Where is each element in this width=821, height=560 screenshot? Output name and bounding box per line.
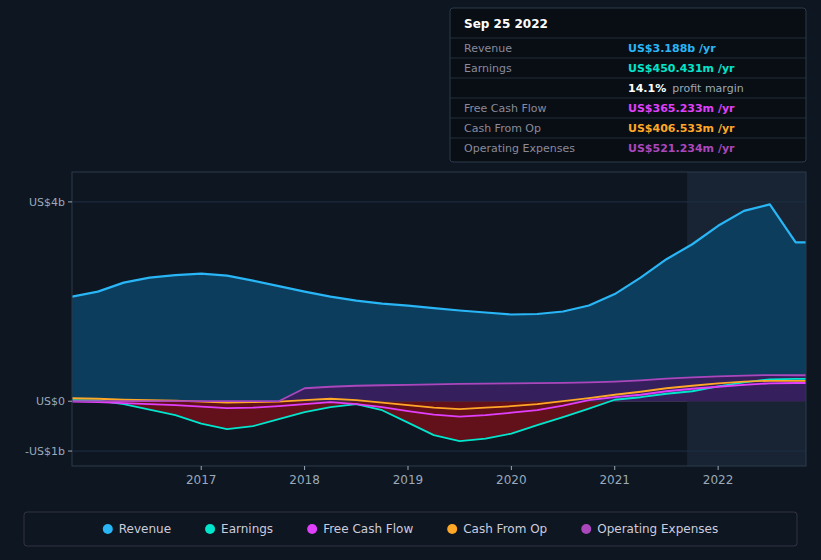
tooltip-divider: [450, 138, 806, 139]
legend-item: Cash From Op: [447, 522, 547, 536]
legend-marker: [103, 524, 113, 534]
legend-marker: [447, 524, 457, 534]
y-tick-label: US$0: [36, 395, 65, 408]
grid-line: [72, 451, 806, 452]
tooltip-value: 14.1%: [628, 82, 666, 95]
series-line: [72, 379, 806, 441]
legend-item: Revenue: [103, 522, 171, 536]
chart: US$4b US$0 -US$1b 2017 2018 2019 2020 2021 2022 S…: [0, 0, 821, 560]
legend-label: Cash From Op: [463, 522, 547, 536]
grid-line: [72, 201, 806, 202]
x-tick-label: 2019: [393, 473, 424, 487]
legend-label: Operating Expenses: [597, 522, 718, 536]
y-tick: [68, 201, 72, 202]
tooltip-label: Revenue: [464, 42, 512, 55]
x-tick: [718, 466, 719, 470]
tooltip-label: Cash From Op: [464, 122, 541, 135]
tooltip-divider: [450, 58, 806, 59]
x-tick-label: 2021: [599, 473, 630, 487]
x-tick: [201, 466, 202, 470]
plot-area: [72, 172, 806, 466]
tooltip-divider: [450, 118, 806, 119]
y-tick-label: US$4b: [29, 196, 65, 209]
plot-frame: [72, 172, 806, 466]
legend-item: Operating Expenses: [581, 522, 718, 536]
legend-marker: [307, 524, 317, 534]
x-tick-label: 2020: [496, 473, 527, 487]
tooltip-value: US$406.533m /yr: [628, 122, 735, 135]
area-fill: [72, 204, 806, 401]
legend-marker: [205, 524, 215, 534]
tooltip-title: Sep 25 2022: [464, 17, 548, 31]
legend-box: [24, 512, 797, 546]
x-tick-label: 2017: [186, 473, 217, 487]
tooltip-divider: [450, 78, 806, 79]
tooltip-box: [450, 8, 806, 162]
x-tick-label: 2022: [703, 473, 734, 487]
series-line: [72, 383, 806, 417]
legend-label: Earnings: [221, 522, 273, 536]
y-tick-label: -US$1b: [25, 445, 65, 458]
grid-line: [687, 451, 806, 452]
tooltip-divider: [450, 38, 806, 39]
tooltip-value: US$450.431m /yr: [628, 62, 735, 75]
tooltip-value: US$365.233m /yr: [628, 102, 735, 115]
grid-line: [687, 201, 806, 202]
series-line: [72, 375, 806, 401]
y-tick: [68, 401, 72, 402]
legend-marker: [581, 524, 591, 534]
series-line: [72, 204, 806, 314]
y-tick: [68, 451, 72, 452]
legend: Revenue Earnings Free Cash Flow Cash From O…: [24, 512, 797, 546]
tooltip-divider: [450, 98, 806, 99]
tooltip: Sep 25 2022 Revenue US$3.188b /yr Earnings U…: [450, 8, 806, 162]
x-tick: [304, 466, 305, 470]
tooltip-suffix: profit margin: [672, 82, 744, 95]
tooltip-label: Free Cash Flow: [464, 102, 547, 115]
negative-fill: [72, 401, 806, 441]
x-tick: [511, 466, 512, 470]
legend-label: Revenue: [119, 522, 171, 536]
tooltip-value: US$3.188b /yr: [628, 42, 716, 55]
background: [0, 0, 821, 560]
tooltip-label: Operating Expenses: [464, 142, 575, 155]
x-tick: [407, 466, 408, 470]
legend-item: Free Cash Flow: [307, 522, 413, 536]
legend-label: Free Cash Flow: [323, 522, 413, 536]
x-tick: [614, 466, 615, 470]
tooltip-value: US$521.234m /yr: [628, 142, 735, 155]
tooltip-label: Earnings: [464, 62, 512, 75]
legend-item: Earnings: [205, 522, 273, 536]
x-tick-label: 2018: [289, 473, 320, 487]
